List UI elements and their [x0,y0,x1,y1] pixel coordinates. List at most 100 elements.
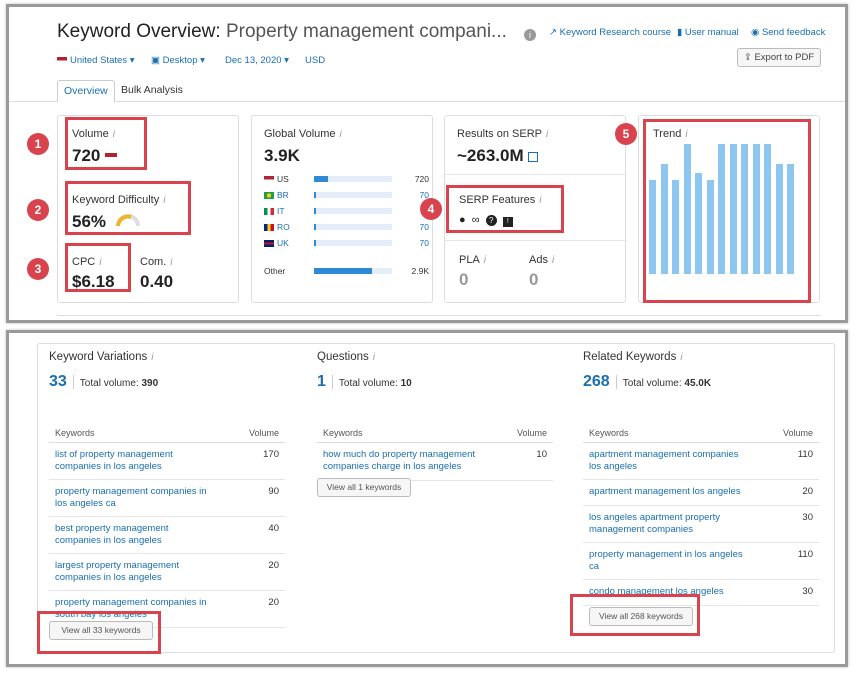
questions-title: Questions [317,351,369,363]
trend-bar[interactable] [775,163,783,274]
info-icon[interactable]: i [99,257,102,268]
country-volume[interactable]: 70 [419,190,429,200]
total-volume: Total volume: 390 [80,378,158,389]
trend-bar[interactable] [672,180,679,274]
global-volume-value: 3.9K [264,146,300,165]
info-icon[interactable]: i [680,352,683,363]
global-volume-row: IT70 [264,206,429,216]
table-row: how much do property management companie… [317,443,553,481]
keyword-link[interactable]: apartment management companies los angel… [589,449,739,472]
keyword-link[interactable]: condo management los angeles [589,586,724,597]
link-icon[interactable]: ∞ [471,214,480,226]
keyword-link[interactable]: best property management companies in lo… [55,523,169,546]
trend-bar[interactable] [787,163,794,274]
keyword-link[interactable]: los angeles apartment property managemen… [589,512,720,535]
info-icon[interactable]: i [685,129,688,140]
info-icon[interactable]: i [339,129,342,140]
keyword-link[interactable]: apartment management los angeles [589,486,741,497]
serp-results-number: ~263.0M [457,146,524,165]
country-label: United States [70,55,128,66]
trend-bar[interactable] [741,144,748,274]
trend-bar[interactable] [764,144,771,274]
send-feedback-link[interactable]: ◉ Send feedback [751,27,825,38]
trend-bar[interactable] [649,180,656,274]
question-icon[interactable]: ? [485,215,497,226]
volume-column-header[interactable]: Volume [782,428,813,438]
keyword-volume: 30 [802,586,813,597]
trend-bar[interactable] [718,144,725,274]
related-keywords-count[interactable]: 268 [583,373,610,390]
country-code: UK [277,238,289,248]
keyword-variations-column: Keyword Variations i 33 Total volume: 390 … [49,351,285,640]
volume-bar-fill [314,268,372,274]
questions-count[interactable]: 1 [317,373,326,390]
info-icon[interactable]: i [483,255,487,266]
info-icon[interactable]: i [539,195,542,206]
info-icon[interactable]: i [372,352,376,363]
ads-value: 0 [529,270,539,289]
export-label: Export to PDF [754,52,815,63]
keyword-link[interactable]: list of property management companies in… [55,449,173,472]
device-dropdown[interactable]: ▣ Desktop ▾ [151,55,205,66]
keyword-link[interactable]: largest property management companies in… [55,560,180,583]
it-flag-icon [264,208,274,216]
volume-bar-fill [314,192,317,198]
book-icon: ▮ [677,27,683,38]
serp-snapshot-icon[interactable] [528,151,539,162]
kd-label: Keyword Difficulty i [72,194,165,206]
date-label: Dec 13, 2020 [225,55,282,66]
trend-bar[interactable] [752,144,760,274]
trend-bar[interactable] [683,144,691,274]
volume-value: 720 [72,146,120,166]
country-volume[interactable]: 70 [419,238,429,248]
trend-chart [649,144,799,274]
country-code: BR [277,190,289,200]
volume-column-header[interactable]: Volume [516,428,547,438]
cpc-label-text: CPC [72,256,96,268]
map-pin-icon[interactable]: ● [459,214,466,226]
tab-overview[interactable]: Overview [57,80,115,102]
trend-label-text: Trend [653,128,682,140]
keyword-link[interactable]: property management companies in los ang… [55,486,207,509]
trend-bar[interactable] [660,163,668,274]
keyword-link[interactable]: property management in los angeles ca [589,549,743,572]
info-icon[interactable]: i [170,257,173,268]
table-header: Keywords Volume [317,423,553,443]
country-volume[interactable]: 720 [414,174,429,184]
trend-bar[interactable] [706,180,714,274]
info-icon[interactable]: i [551,255,555,266]
volume-bar [314,240,392,246]
country-dropdown[interactable]: United States ▾ [57,55,134,66]
view-all-related-button[interactable]: View all 268 keywords [589,607,693,626]
cpc-value: $6.18 [72,272,115,291]
keywords-column-header[interactable]: Keywords [323,428,363,438]
keywords-column-header[interactable]: Keywords [589,428,629,438]
keyword-link[interactable]: property management companies in south b… [55,597,207,620]
review-icon[interactable]: ! [502,217,513,227]
date-dropdown[interactable]: Dec 13, 2020 ▾ [225,55,289,66]
info-icon[interactable]: i [545,129,549,140]
keyword-link[interactable]: how much do property management companie… [323,449,476,472]
keyword-volume: 40 [268,523,279,534]
info-icon[interactable]: i [163,195,166,206]
trend-bar[interactable] [695,172,702,274]
global-volume-row: RO 70 [264,222,429,232]
view-all-variations-button[interactable]: View all 33 keywords [49,621,153,640]
tab-bulk-analysis[interactable]: Bulk Analysis [121,84,183,96]
total-volume: Total volume: 45.0K [623,378,711,389]
info-icon[interactable]: i [112,129,115,140]
export-pdf-button[interactable]: ⇪ Export to PDF [737,48,821,67]
volume-bar [314,176,392,182]
serp-results-value: ~263.0M [457,146,539,166]
view-all-questions-button[interactable]: View all 1 keywords [317,478,411,497]
info-icon[interactable]: i [524,29,536,41]
keyword-variations-count[interactable]: 33 [49,373,67,390]
keywords-column-header[interactable]: Keywords [55,428,95,438]
country-volume[interactable]: 70 [419,222,429,232]
volume-column-header[interactable]: Volume [248,428,279,438]
info-icon[interactable]: i [151,352,154,363]
course-link[interactable]: ↗ Keyword Research course [549,27,671,38]
keyword-variations-title: Keyword Variations [49,351,148,363]
trend-bar[interactable] [729,144,737,274]
user-manual-link[interactable]: ▮ User manual [677,27,739,38]
